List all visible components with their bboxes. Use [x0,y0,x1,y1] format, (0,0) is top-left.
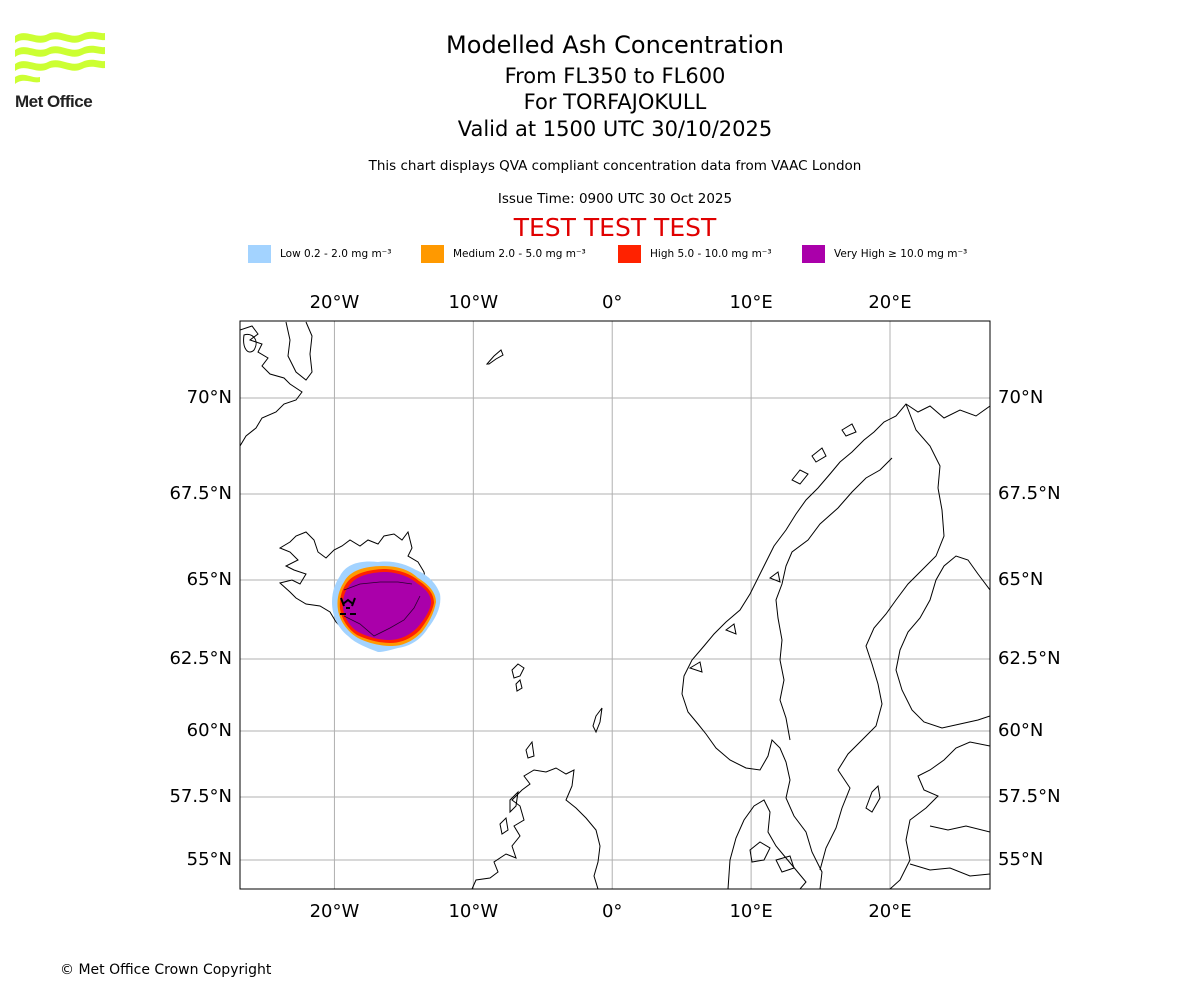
border-norway-sweden [775,457,893,741]
tick-label-lon-bottom: 0° [602,901,622,922]
met-office-logo: Met Office [14,30,110,112]
legend-item-very-high: Very High ≥ 10.0 mg m⁻³ [802,244,967,264]
legend-swatch-high [618,245,641,263]
legend-swatch-low [248,245,271,263]
tick-label-lat-left: 57.5°N [169,786,232,807]
legend-label-low: Low 0.2 - 2.0 mg m⁻³ [280,248,392,260]
tick-label-lat-left: 62.5°N [169,648,232,669]
volcano-name-line: For TORFAJOKULL [523,90,707,114]
chart-description: This chart displays QVA compliant concen… [368,158,862,174]
tick-label-lon-bottom: 20°W [310,901,360,922]
valid-time: Valid at 1500 UTC 30/10/2025 [457,117,773,141]
coastline-scandinavia [681,403,990,889]
border-sweden-finland [905,403,941,489]
coastline-gotland [865,784,881,813]
tick-label-lat-left: 65°N [187,569,232,590]
tick-label-lat-right: 55°N [998,849,1043,870]
tick-label-lat-right: 67.5°N [998,483,1061,504]
test-banner: TEST TEST TEST [513,213,717,242]
copyright: © Met Office Crown Copyright [60,962,272,978]
volcano-marker-icon [340,597,356,615]
legend-item-high: High 5.0 - 10.0 mg m⁻³ [618,244,772,264]
map-frame [239,320,991,890]
tick-label-lat-left: 60°N [187,720,232,741]
met-office-wave-logo-icon [15,31,105,84]
tick-label-lat-right: 57.5°N [998,786,1061,807]
tick-label-lon-top: 10°E [729,292,772,313]
tick-label-lon-bottom: 20°E [868,901,911,922]
coastline-jan-mayen [485,349,504,365]
logo-text: Met Office [15,92,93,111]
issue-time: Issue Time: 0900 UTC 30 Oct 2025 [497,191,733,207]
coastline-shetland [592,707,603,734]
coastline-scotland [471,767,601,889]
legend-label-very-high: Very High ≥ 10.0 mg m⁻³ [834,248,968,260]
coastline-hebrides [499,740,535,835]
flight-level-range: From FL350 to FL600 [504,64,726,88]
legend-label-high: High 5.0 - 10.0 mg m⁻³ [650,248,772,260]
border-estonia-latvia [909,825,990,877]
tick-label-lon-top: 20°W [310,292,360,313]
tick-label-lon-top: 20°E [868,292,911,313]
coastline-greenland-east [285,321,313,381]
tick-label-lat-left: 55°N [187,849,232,870]
ash-area-very-high [342,572,432,640]
map-tick-labels: 20°W 20°W 10°W 10°W 0° 0° 10°E 10°E 20°E 20°E 70°N… [169,292,1060,922]
legend-swatch-very-high [802,245,825,263]
tick-label-lat-right: 62.5°N [998,648,1061,669]
chart-title: Modelled Ash Concentration [446,31,784,59]
legend-label-medium: Medium 2.0 - 5.0 mg m⁻³ [453,248,586,260]
map-content [240,321,990,889]
coastline-greenland-inlet [243,333,257,353]
coastline-iceland-overlay [343,581,421,637]
tick-label-lon-bottom: 10°E [729,901,772,922]
coastline-faroe-islands [511,663,525,692]
coastline-norway-islands [688,423,857,673]
coastline-gulf-of-bothnia [819,487,945,871]
legend-item-low: Low 0.2 - 2.0 mg m⁻³ [248,244,391,264]
coastline-danish-islands [749,841,795,873]
tick-label-lat-right: 60°N [998,720,1043,741]
coastline-denmark [727,799,807,889]
tick-label-lon-bottom: 10°W [448,901,498,922]
coastline-baltic [889,741,990,889]
tick-label-lat-right: 65°N [998,569,1043,590]
tick-label-lat-right: 70°N [998,387,1043,408]
coastline-greenland [240,325,303,447]
tick-label-lat-left: 67.5°N [169,483,232,504]
tick-label-lon-top: 10°W [448,292,498,313]
tick-label-lon-top: 0° [602,292,622,313]
legend-item-medium: Medium 2.0 - 5.0 mg m⁻³ [421,244,586,264]
tick-label-lat-left: 70°N [187,387,232,408]
coastline-finland [895,555,990,729]
legend-swatch-medium [421,245,444,263]
